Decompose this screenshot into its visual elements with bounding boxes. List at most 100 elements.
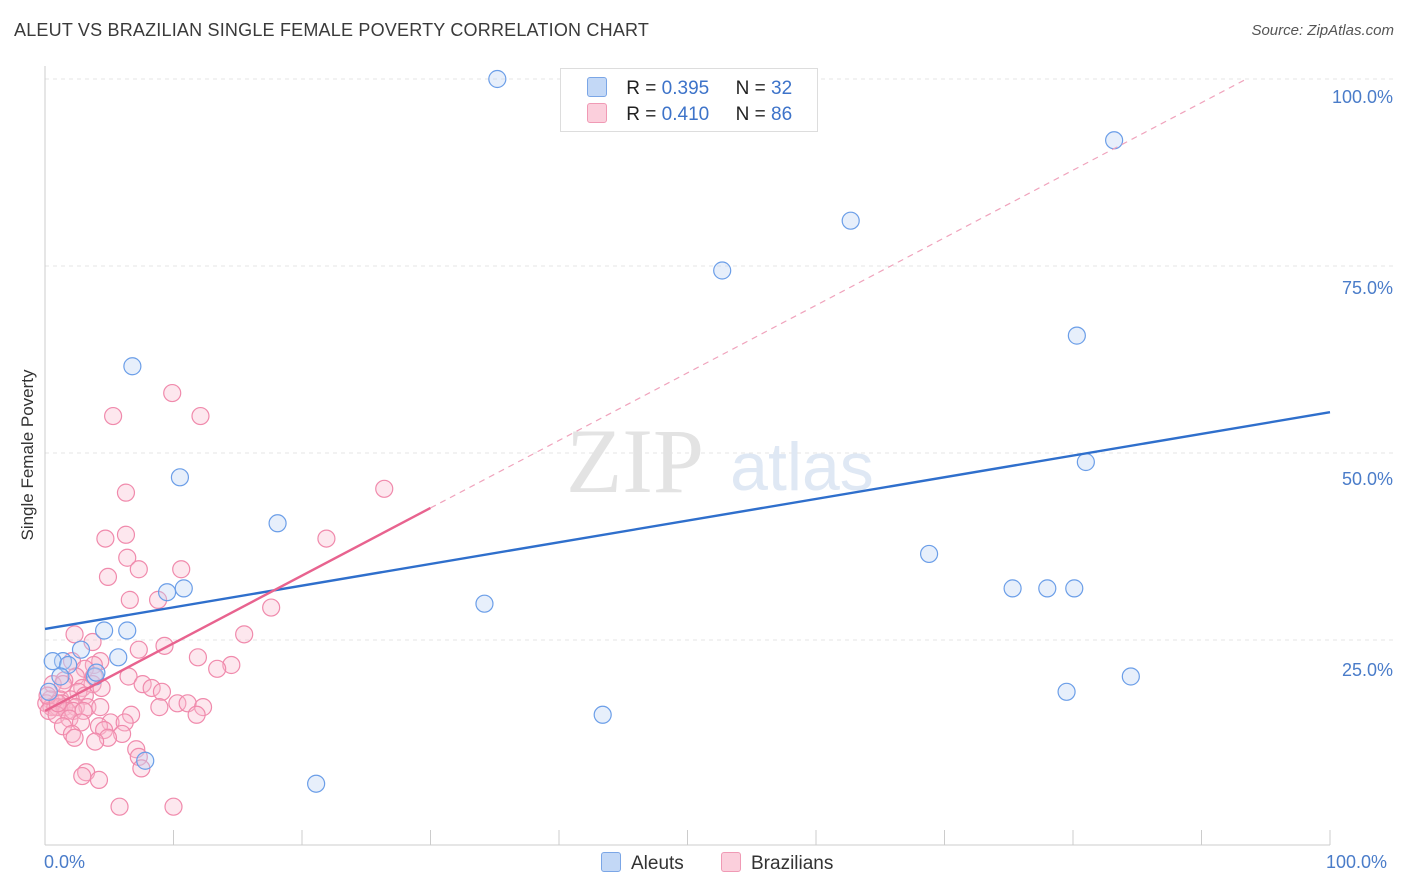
axes (44, 66, 1331, 846)
legend-r-label: R = (626, 104, 657, 125)
y-tick-label: 100.0% (1331, 87, 1393, 107)
y-axis-label: Single Female Poverty (18, 369, 37, 541)
data-point (95, 621, 114, 640)
correlation-legend: R = 0.395 N = 32 R = 0.410 N = 86 (560, 68, 818, 132)
data-point (86, 732, 105, 751)
data-point (174, 579, 193, 598)
data-point (168, 694, 187, 713)
legend-r-value: 0.410 (661, 104, 710, 125)
data-point (133, 675, 152, 694)
y-tick-label: 75.0% (1341, 278, 1393, 298)
data-point (109, 648, 128, 667)
data-point (129, 560, 148, 579)
data-point (73, 766, 92, 786)
legend-row-brazilian: R = 0.410 N = 86 (587, 103, 792, 126)
data-point (172, 560, 191, 579)
aleut-swatch (601, 852, 621, 872)
data-point (116, 525, 136, 544)
data-point (74, 701, 93, 721)
data-point (1067, 326, 1086, 345)
data-point (116, 483, 136, 502)
data-point (112, 724, 132, 744)
data-point (1105, 131, 1124, 150)
legend-r-value: 0.395 (661, 78, 710, 99)
legend-item-aleuts: Aleuts (601, 852, 684, 875)
data-point (475, 594, 494, 613)
data-point (191, 406, 210, 426)
data-point (43, 652, 62, 671)
legend-n-label: N = (735, 78, 766, 99)
data-point (268, 514, 287, 533)
data-point (91, 698, 110, 717)
data-point (51, 667, 70, 686)
data-point (488, 69, 507, 89)
data-point (593, 705, 612, 724)
data-point (187, 705, 206, 724)
data-point (1076, 452, 1095, 472)
brazilian-swatch (721, 852, 741, 872)
legend-row-aleut: R = 0.395 N = 32 (587, 77, 792, 100)
source-credit: Source: ZipAtlas.com (1251, 22, 1394, 39)
aleut-swatch (587, 77, 607, 97)
brazilian-swatch (587, 103, 607, 123)
aleut-trend-line (44, 411, 1331, 631)
data-point (1057, 682, 1076, 701)
svg-text:ZIP: ZIP (566, 410, 704, 512)
data-point (188, 648, 208, 667)
data-point (164, 797, 183, 816)
x-tick-label: 0.0% (44, 852, 86, 872)
data-point (118, 548, 137, 567)
data-point (71, 640, 91, 659)
legend-n-label: N = (735, 104, 766, 125)
data-point (150, 698, 169, 717)
data-point (1121, 667, 1140, 686)
data-point (39, 682, 58, 701)
data-point (375, 479, 394, 498)
legend-brazilians-label: Brazilians (751, 853, 834, 874)
y-tick-label: 25.0% (1341, 660, 1393, 680)
data-point (65, 728, 84, 747)
data-point (262, 598, 281, 617)
data-point (235, 625, 254, 644)
legend-n-value: 32 (771, 78, 793, 99)
data-point (118, 621, 137, 640)
data-point (841, 211, 860, 230)
brazilian-trend-line (44, 506, 432, 713)
data-point (110, 797, 129, 816)
data-point (1065, 579, 1084, 598)
data-point (115, 713, 134, 732)
legend-r-label: R = (626, 78, 657, 99)
data-point (98, 567, 118, 587)
data-point (170, 468, 190, 487)
gridlines (45, 78, 1393, 641)
data-point (87, 663, 106, 682)
legend-aleuts-label: Aleuts (631, 853, 684, 874)
data-point (129, 640, 148, 659)
data-point (142, 678, 161, 698)
data-point (104, 406, 123, 426)
data-point (96, 529, 115, 548)
data-point (89, 770, 109, 789)
data-point (317, 529, 336, 548)
x-tick-label: 100.0% (1326, 852, 1388, 872)
data-point (919, 544, 939, 564)
data-point (120, 590, 139, 609)
chart-title: ALEUT VS BRAZILIAN SINGLE FEMALE POVERTY… (14, 20, 650, 40)
data-point (1038, 579, 1057, 598)
data-point (136, 751, 155, 770)
data-point (307, 774, 326, 793)
legend-n-value: 86 (771, 104, 793, 125)
legend-item-brazilians: Brazilians (721, 852, 833, 875)
data-point (208, 659, 227, 678)
data-point (152, 682, 172, 701)
y-tick-label: 50.0% (1341, 469, 1393, 489)
data-point (1003, 579, 1022, 598)
data-point (713, 261, 732, 280)
trend-lines (44, 78, 1331, 713)
data-point (123, 357, 142, 376)
data-point (157, 583, 177, 602)
data-point (222, 655, 241, 675)
data-point (163, 383, 182, 403)
data-point (65, 625, 84, 644)
